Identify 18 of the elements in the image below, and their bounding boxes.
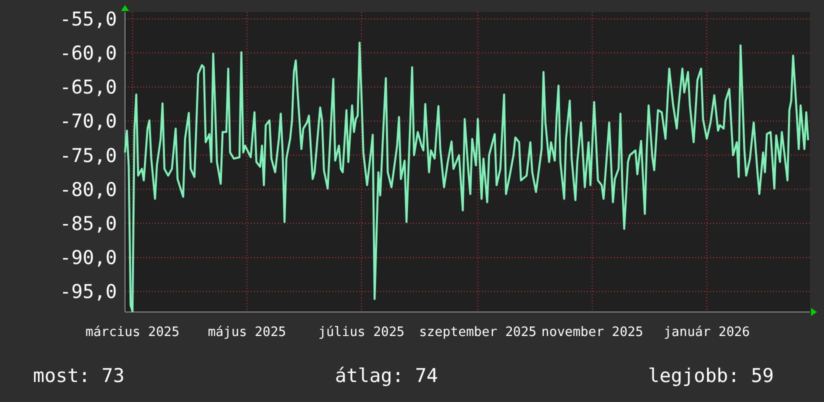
x-tick-label: november 2025 [541,325,644,340]
text: most: 73 [33,365,125,387]
y-tick-label: -60,0 [60,42,117,65]
y-tick-label: -95,0 [60,281,117,304]
x-tick-label: január 2026 [664,325,750,340]
y-tick-label: -80,0 [60,178,117,201]
text: legjobb: 59 [648,365,774,387]
x-tick-label: július 2025 [318,325,405,340]
x-tick-label: május 2025 [208,325,286,340]
x-tick-label: március 2025 [86,325,180,340]
text: átlag: 74 [335,365,438,387]
y-tick-label: -70,0 [60,110,117,133]
y-tick-label: -90,0 [60,247,117,270]
y-tick-label: -85,0 [60,213,117,236]
y-tick-label: -55,0 [60,8,117,30]
y-tick-label: -75,0 [60,144,117,167]
y-tick-label: -65,0 [60,76,117,99]
x-tick-label: szeptember 2025 [419,325,537,340]
